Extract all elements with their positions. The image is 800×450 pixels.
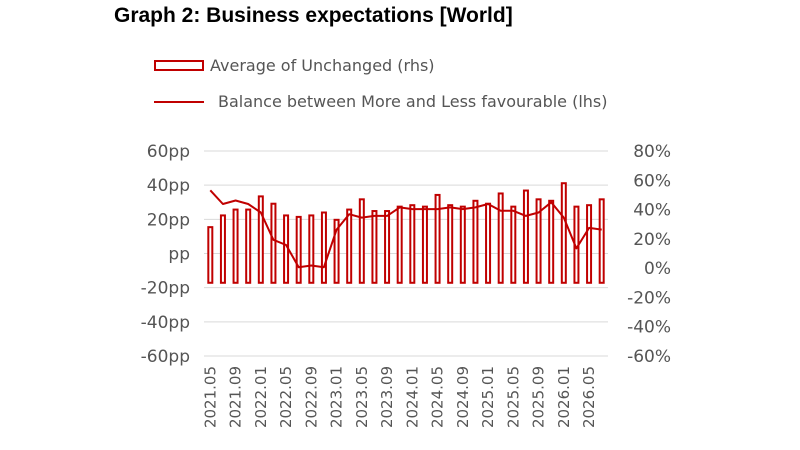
bar-unchanged: [207, 226, 214, 284]
legend-item-balance: Balance between More and Less favourable…: [154, 92, 608, 111]
bar-unchanged: [447, 204, 454, 284]
bar-unchanged: [434, 193, 441, 284]
bar-unchanged: [409, 204, 416, 284]
bar-unchanged: [586, 204, 593, 284]
right-tick-label: 40%: [633, 201, 671, 221]
bar-unchanged: [308, 214, 315, 284]
bar-unchanged: [485, 202, 492, 284]
bar-unchanged: [535, 198, 542, 284]
left-tick-label: pp: [168, 245, 190, 265]
bar-unchanged: [257, 195, 264, 284]
x-tick-label: 2025.09: [530, 366, 548, 428]
bar-unchanged: [295, 215, 302, 284]
left-tick-label: 20pp: [147, 210, 190, 230]
bar-unchanged: [497, 192, 504, 284]
x-tick-label: 2023.05: [353, 366, 371, 428]
x-tick-label: 2021.05: [201, 366, 219, 428]
legend-label-balance: Balance between More and Less favourable…: [218, 92, 608, 111]
bars-unchanged: [207, 182, 605, 284]
bar-unchanged: [522, 189, 529, 284]
x-tick-label: 2023.09: [378, 366, 396, 428]
x-tick-label: 2024.01: [403, 366, 421, 428]
x-tick-label: 2022.09: [302, 366, 320, 428]
x-tick-label: 2026.05: [580, 366, 598, 428]
bar-unchanged: [219, 214, 226, 284]
right-tick-label: 20%: [633, 230, 671, 250]
line-balance: [209, 189, 602, 269]
legend-label-unchanged: Average of Unchanged (rhs): [210, 56, 435, 75]
right-tick-label: -60%: [627, 347, 671, 367]
balance-line: [209, 189, 602, 269]
x-tick-label: 2025.01: [479, 366, 497, 428]
bar-unchanged: [560, 182, 567, 284]
bar-unchanged: [232, 208, 239, 284]
bar-unchanged: [396, 205, 403, 284]
bar-unchanged: [270, 202, 277, 284]
legend-item-unchanged: Average of Unchanged (rhs): [154, 56, 435, 75]
bar-unchanged: [472, 199, 479, 284]
bar-unchanged: [346, 208, 353, 284]
bar-swatch-icon: [154, 60, 204, 71]
right-tick-label: -20%: [627, 288, 671, 308]
bar-unchanged: [384, 210, 391, 284]
bar-unchanged: [598, 198, 605, 284]
bar-unchanged: [510, 205, 517, 284]
left-tick-label: -40pp: [141, 313, 190, 333]
bar-unchanged: [245, 208, 252, 284]
left-tick-label: -60pp: [141, 347, 190, 367]
chart-title: Graph 2: Business expectations [World]: [114, 4, 513, 27]
gridlines: [204, 150, 608, 357]
bar-unchanged: [459, 205, 466, 284]
bar-unchanged: [333, 218, 340, 284]
bar-unchanged: [421, 205, 428, 284]
right-tick-label: 60%: [633, 171, 671, 191]
x-tick-label: 2022.05: [277, 366, 295, 428]
right-tick-label: -40%: [627, 318, 671, 338]
x-tick-label: 2024.09: [454, 366, 472, 428]
x-tick-label: 2025.05: [504, 366, 522, 428]
bar-unchanged: [371, 210, 378, 284]
x-tick-label: 2026.01: [555, 366, 573, 428]
left-tick-label: 40pp: [147, 176, 190, 196]
line-swatch-icon: [154, 100, 204, 103]
right-tick-label: 80%: [633, 142, 671, 162]
x-tick-label: 2024.05: [429, 366, 447, 428]
right-tick-label: 0%: [644, 259, 671, 279]
left-tick-label: 60pp: [147, 142, 190, 162]
legend: Average of Unchanged (rhs) Balance betwe…: [154, 50, 714, 120]
bar-unchanged: [320, 211, 327, 284]
left-axis-ticks: 60pp 40pp 20pp pp -20pp -40pp -60pp: [141, 142, 190, 367]
x-tick-label: 2021.09: [227, 366, 245, 428]
x-tick-label: 2022.01: [252, 366, 270, 428]
x-axis-ticks: 2021.05 2021.09 2022.01 2022.05 2022.09 2023.…: [201, 366, 598, 428]
bar-unchanged: [358, 198, 365, 284]
right-axis-ticks: 80% 60% 40% 20% 0% -20% -40% -60%: [627, 142, 671, 367]
left-tick-label: -20pp: [141, 279, 190, 299]
bar-unchanged: [548, 199, 555, 284]
x-tick-label: 2023.01: [328, 366, 346, 428]
